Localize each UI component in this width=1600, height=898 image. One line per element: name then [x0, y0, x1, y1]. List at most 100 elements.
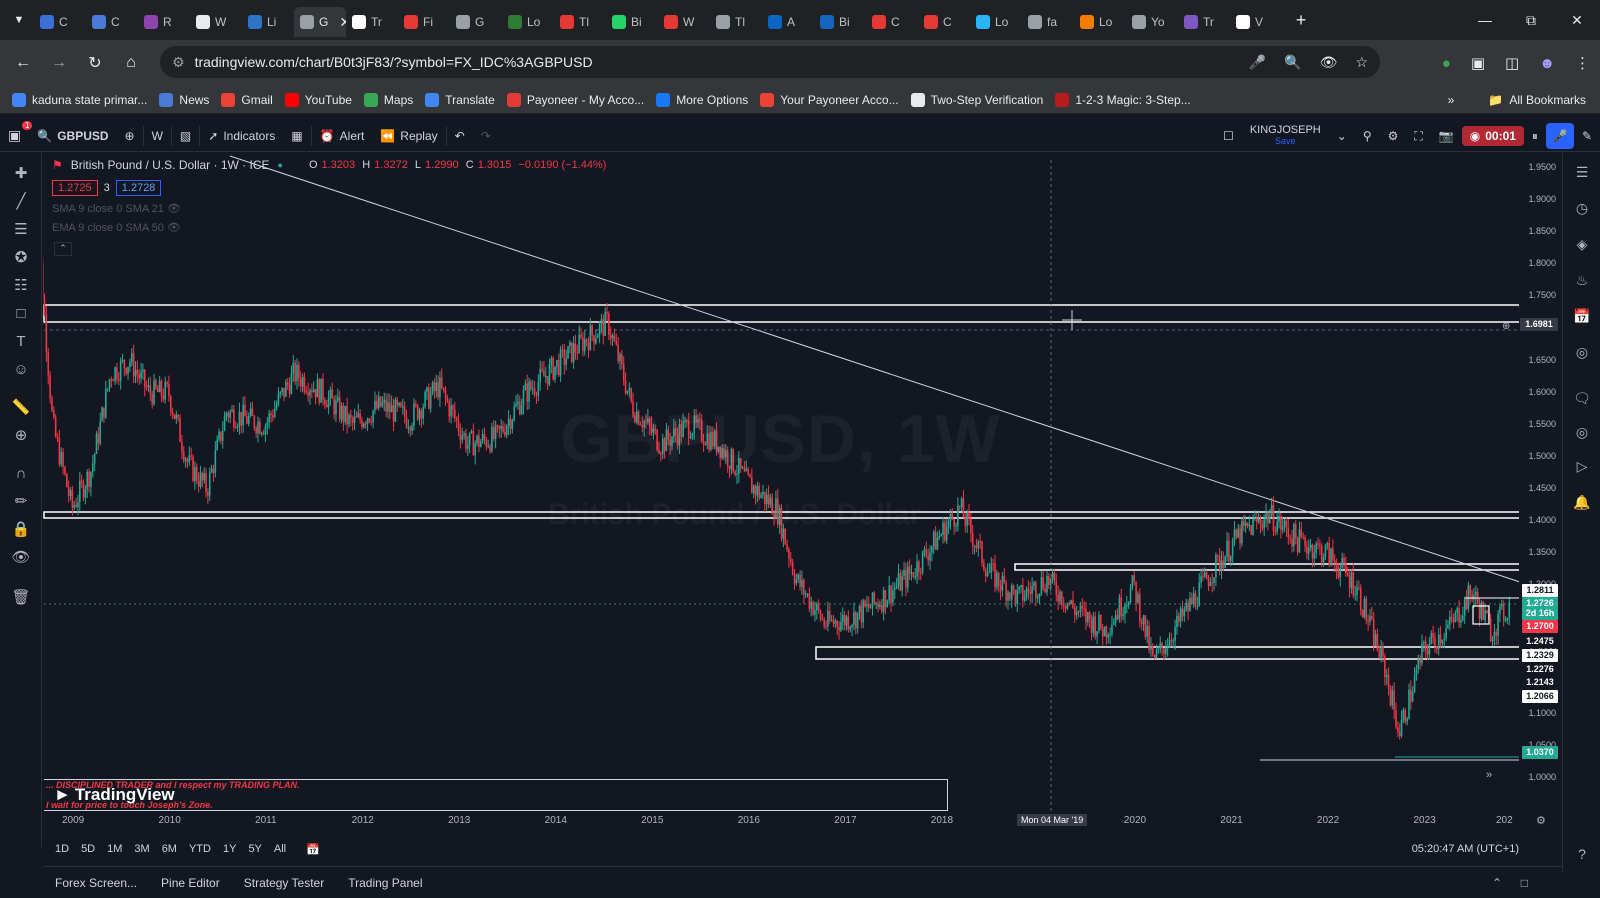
- range-button-ytd[interactable]: YTD: [188, 843, 211, 855]
- collapse-legend-button[interactable]: ⌃: [54, 242, 72, 256]
- layout-grid-button[interactable]: ▦: [283, 120, 310, 152]
- layers-icon[interactable]: ◈: [1576, 235, 1588, 252]
- browser-tab[interactable]: R: [138, 7, 190, 37]
- browser-tab[interactable]: G ✕: [294, 7, 346, 37]
- browser-tab[interactable]: Lo: [502, 7, 554, 37]
- visibility-icon[interactable]: 👁: [11, 549, 31, 566]
- fib-retracement-icon[interactable]: ☰: [14, 221, 28, 238]
- undo-button[interactable]: ↶: [447, 120, 473, 152]
- tradingview-logo[interactable]: ► TradingView: [54, 785, 175, 805]
- hidden-eye-icon[interactable]: 👁: [166, 203, 181, 215]
- settings-button[interactable]: ⚙: [1380, 120, 1407, 152]
- streams-icon[interactable]: ◎: [1575, 423, 1589, 440]
- browser-tab[interactable]: W: [658, 7, 710, 37]
- range-button-5d[interactable]: 5D: [81, 843, 96, 855]
- panel-tab[interactable]: Strategy Tester: [243, 875, 325, 890]
- eye-off-icon[interactable]: 👁: [1319, 53, 1338, 70]
- goto-date-icon[interactable]: 📅: [306, 843, 320, 856]
- calendar-icon[interactable]: 📅: [1573, 307, 1591, 324]
- restore-icon[interactable]: ⧉: [1526, 11, 1536, 28]
- browser-tab[interactable]: Yo: [1126, 7, 1178, 37]
- bookmark-item[interactable]: Translate: [425, 92, 495, 107]
- chart-type-button[interactable]: ▧: [172, 120, 199, 152]
- zoom-in-icon[interactable]: ⊕: [14, 427, 28, 444]
- menu-kebab-icon[interactable]: ⋮: [1575, 55, 1590, 72]
- bookmark-item[interactable]: kaduna state primar...: [12, 92, 147, 107]
- profile-avatar[interactable]: ☻: [1539, 54, 1555, 72]
- more-bookmarks-icon[interactable]: »: [1447, 93, 1455, 107]
- sidepanel-icon[interactable]: ◫: [1505, 55, 1520, 72]
- reload-icon[interactable]: ↻: [88, 55, 102, 72]
- chat-icon[interactable]: 🗨: [1573, 389, 1591, 406]
- range-button-1d[interactable]: 1D: [55, 843, 70, 855]
- bookmark-item[interactable]: Gmail: [221, 92, 273, 107]
- browser-tab[interactable]: V: [1230, 7, 1282, 37]
- tab-close-icon[interactable]: ✕: [339, 13, 346, 30]
- browser-tab[interactable]: C: [918, 7, 970, 37]
- pattern-icon[interactable]: ✪: [14, 249, 28, 266]
- hidden-eye-icon[interactable]: 👁: [166, 222, 181, 234]
- layout-checkbox[interactable]: ☐: [1215, 120, 1242, 152]
- quick-search-button[interactable]: ⚲: [1355, 120, 1380, 152]
- tab-search-icon[interactable]: ▼: [13, 14, 25, 26]
- replay-button[interactable]: ⏪ Replay: [372, 120, 445, 152]
- ruler-icon[interactable]: 📏: [11, 399, 31, 416]
- browser-tab[interactable]: fa: [1022, 7, 1074, 37]
- ideas-icon[interactable]: ◎: [1575, 343, 1589, 360]
- lock-icon[interactable]: 🔒: [11, 521, 31, 538]
- browser-tab[interactable]: G: [450, 7, 502, 37]
- panel-tab[interactable]: Trading Panel: [348, 875, 423, 890]
- browser-tab[interactable]: Li: [242, 7, 294, 37]
- url-bar[interactable]: ⚙ tradingview.com/chart/B0t3jF83/?symbol…: [160, 46, 1380, 78]
- indicators-button[interactable]: ➚ Indicators: [200, 120, 283, 152]
- crosshair-icon[interactable]: ✚: [14, 165, 28, 182]
- browser-tab[interactable]: Fi: [398, 7, 450, 37]
- axis-settings-icon[interactable]: ⚙: [1536, 815, 1546, 827]
- range-button-6m[interactable]: 6M: [161, 843, 177, 855]
- bookmark-item[interactable]: Two-Step Verification: [910, 92, 1043, 107]
- watchlist-icon[interactable]: ☰: [1575, 163, 1589, 180]
- puzzle-icon[interactable]: ▣: [1470, 55, 1486, 72]
- panel-tab[interactable]: Pine Editor: [161, 875, 220, 890]
- browser-tab[interactable]: Tr: [346, 7, 398, 37]
- browser-tab[interactable]: C: [866, 7, 918, 37]
- series-title[interactable]: British Pound / U.S. Dollar · 1W · ICE: [70, 158, 270, 172]
- mic-button[interactable]: 🎤: [1545, 123, 1574, 149]
- price-chart[interactable]: [43, 153, 1519, 843]
- add-alert-plus-icon[interactable]: ⊕: [1502, 321, 1511, 332]
- indicator-sma[interactable]: SMA 9 close 0 SMA 21 👁: [52, 202, 181, 215]
- site-info-icon[interactable]: ⚙: [172, 53, 185, 70]
- microphone-icon[interactable]: 🎤: [1248, 53, 1267, 70]
- redo-button[interactable]: ↷: [473, 120, 499, 152]
- range-button-all[interactable]: All: [273, 843, 287, 855]
- browser-tab[interactable]: Bi: [606, 7, 658, 37]
- range-button-1y[interactable]: 1Y: [222, 843, 237, 855]
- new-tab-button[interactable]: +: [1295, 9, 1307, 30]
- bookmark-item[interactable]: More Options: [656, 92, 748, 107]
- maximize-panel-icon[interactable]: □: [1520, 875, 1528, 890]
- clock-label[interactable]: 05:20:47 AM (UTC+1): [1411, 843, 1519, 855]
- range-button-1m[interactable]: 1M: [107, 843, 123, 855]
- browser-tab[interactable]: Tr: [1178, 7, 1230, 37]
- panel-tab[interactable]: Forex Screen...: [55, 875, 138, 890]
- tv-menu-button[interactable]: ▣ 1: [0, 120, 33, 152]
- browser-tab[interactable]: C: [34, 7, 86, 37]
- overlay-text-box[interactable]: [44, 779, 948, 811]
- ask-button[interactable]: 1.2728: [115, 180, 162, 196]
- minimize-icon[interactable]: —: [1478, 12, 1492, 28]
- range-button-5y[interactable]: 5Y: [248, 843, 262, 855]
- browser-tab[interactable]: Lo: [1074, 7, 1126, 37]
- trash-icon[interactable]: 🗑: [11, 589, 31, 606]
- stay-drawing-icon[interactable]: ✏: [14, 493, 28, 510]
- recording-indicator[interactable]: ◉ 00:01: [1461, 126, 1524, 146]
- browser-tab[interactable]: Tl: [710, 7, 762, 37]
- bookmark-item[interactable]: Payoneer - My Acco...: [506, 92, 644, 107]
- browser-tab[interactable]: C: [86, 7, 138, 37]
- bookmark-item[interactable]: Your Payoneer Acco...: [760, 92, 899, 107]
- zoom-icon[interactable]: 🔍: [1284, 53, 1302, 70]
- bookmark-item[interactable]: 1-2-3 Magic: 3-Step...: [1055, 92, 1191, 107]
- bid-button[interactable]: 1.2725: [52, 180, 98, 196]
- bell-icon[interactable]: 🔔: [1573, 493, 1591, 510]
- alerts-clock-icon[interactable]: ◷: [1575, 199, 1589, 216]
- magnet-icon[interactable]: ∩: [15, 464, 27, 482]
